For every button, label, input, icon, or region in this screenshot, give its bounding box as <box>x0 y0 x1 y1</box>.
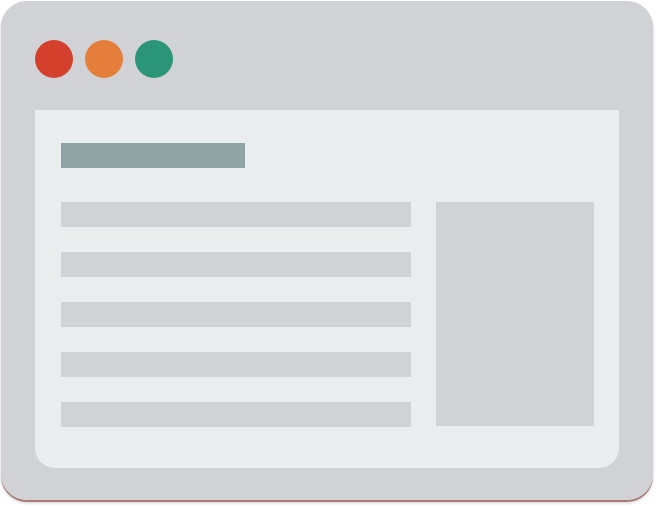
text-line-placeholder <box>61 252 411 277</box>
text-line-placeholder <box>61 352 411 377</box>
text-line-placeholder <box>61 302 411 327</box>
minimize-dot-icon[interactable] <box>85 40 123 78</box>
content-area <box>35 110 619 468</box>
sidebar-panel-placeholder <box>436 202 594 426</box>
heading-placeholder <box>61 143 245 168</box>
browser-window <box>1 1 653 500</box>
maximize-dot-icon[interactable] <box>135 40 173 78</box>
close-dot-icon[interactable] <box>35 40 73 78</box>
text-line-placeholder <box>61 402 411 427</box>
text-line-placeholder <box>61 202 411 227</box>
